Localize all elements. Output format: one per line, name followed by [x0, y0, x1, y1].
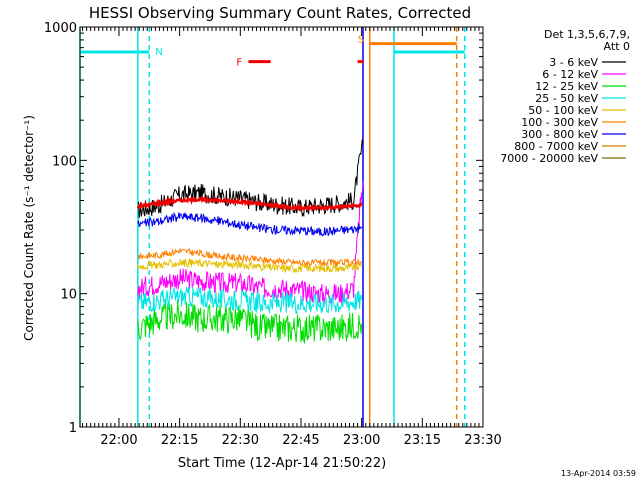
- y-tick-label-1: 10: [60, 288, 77, 303]
- legend-label-3: 25 - 50 keV: [535, 92, 598, 105]
- plot-area: N F S 1 10 100 1000 22:00 22:15 22:30 22:45 23:00 23…: [44, 21, 502, 448]
- legend-label-5: 100 - 300 keV: [521, 116, 598, 129]
- legend-label-8: 7000 - 20000 keV: [500, 152, 598, 165]
- series-line-0: [137, 139, 364, 219]
- legend-title-attenuator: Att 0: [604, 40, 630, 53]
- legend-title-detectors: Det 1,3,5,6,7,9,: [544, 28, 630, 41]
- x-tick-label-5: 23:15: [404, 433, 441, 448]
- x-axis-label: Start Time (12-Apr-14 21:50:22): [178, 456, 386, 471]
- legend-label-6: 300 - 800 keV: [521, 128, 598, 141]
- series-line-6: [137, 211, 363, 237]
- x-tick-label-4: 23:00: [343, 433, 380, 448]
- legend-label-0: 3 - 6 keV: [549, 56, 598, 69]
- y-tick-label-2: 100: [52, 154, 77, 169]
- footer-date: 13-Apr-2014 03:59: [561, 469, 636, 478]
- legend-label-7: 800 - 7000 keV: [514, 140, 598, 153]
- series-line-4: [137, 257, 363, 274]
- x-tick-label-1: 22:15: [161, 433, 198, 448]
- flag-label-s: S: [358, 35, 364, 46]
- legend-label-4: 50 - 100 keV: [528, 104, 598, 117]
- series-line-2: [137, 300, 363, 345]
- series-line-1: [137, 180, 364, 304]
- y-axis-label: Corrected Count Rate (s⁻¹ detector⁻¹): [22, 115, 36, 341]
- flag-label-f: F: [236, 58, 242, 69]
- y-tick-label-3: 1000: [44, 21, 77, 36]
- x-tick-label-6: 23:30: [464, 433, 501, 448]
- series-line-5: [137, 247, 363, 268]
- legend-label-1: 6 - 12 keV: [542, 68, 598, 81]
- x-tick-label-2: 22:30: [222, 433, 259, 448]
- plot-frame: [79, 26, 484, 428]
- flag-label-n: N: [155, 47, 162, 58]
- series-line-7: [136, 195, 363, 213]
- legend-label-2: 12 - 25 keV: [535, 80, 598, 93]
- x-tick-label-0: 22:00: [100, 433, 137, 448]
- y-tick-label-0: 1: [69, 421, 77, 436]
- x-tick-label-3: 22:45: [282, 433, 319, 448]
- series-line-3: [137, 286, 363, 315]
- chart-title: HESSI Observing Summary Count Rates, Cor…: [89, 4, 471, 22]
